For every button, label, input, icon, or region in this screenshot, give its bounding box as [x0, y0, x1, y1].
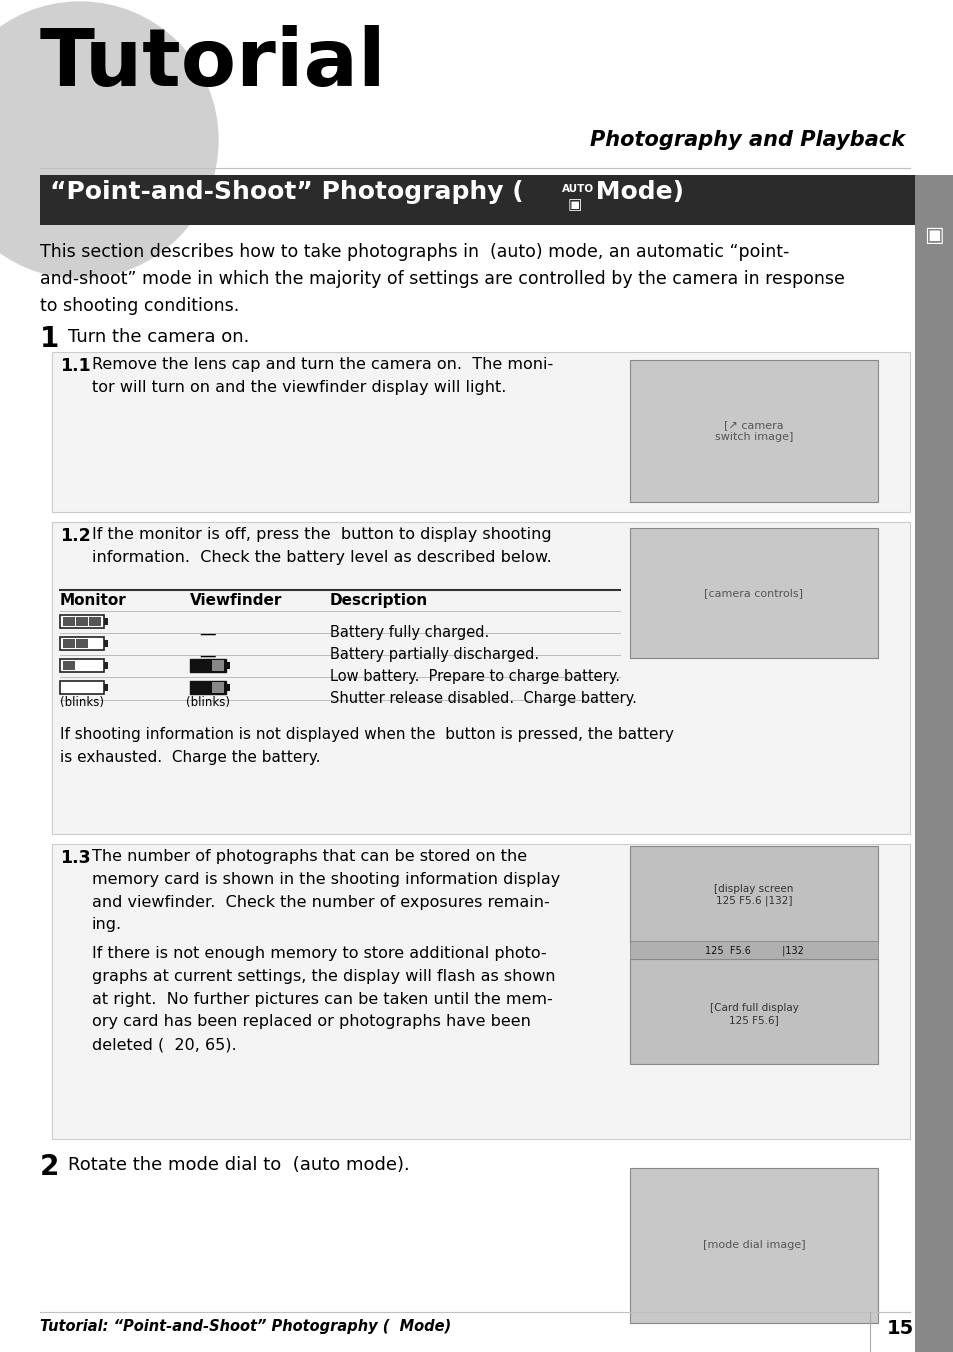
Text: “Point-and-Shoot” Photography (: “Point-and-Shoot” Photography (: [50, 180, 523, 204]
Text: 1.3: 1.3: [60, 849, 91, 867]
Bar: [914, 174, 953, 1352]
Text: Tutorial: “Point-and-Shoot” Photography (  Mode): Tutorial: “Point-and-Shoot” Photography …: [40, 1320, 451, 1334]
Text: Turn the camera on.: Turn the camera on.: [68, 329, 249, 346]
Text: 1.1: 1.1: [60, 357, 91, 375]
Text: 15: 15: [885, 1320, 913, 1338]
Bar: [629, 941, 877, 959]
Text: —: —: [199, 648, 216, 665]
Text: [display screen
125 F5.6 |132]: [display screen 125 F5.6 |132]: [714, 884, 793, 906]
Text: 125  F5.6          |132: 125 F5.6 |132: [704, 946, 802, 956]
Text: [Card full display
125 F5.6]: [Card full display 125 F5.6]: [709, 1003, 798, 1025]
Text: 1: 1: [40, 324, 59, 353]
Bar: [190, 681, 226, 694]
Bar: [190, 658, 226, 672]
Text: Mode): Mode): [586, 180, 683, 204]
Text: Low battery.  Prepare to charge battery.: Low battery. Prepare to charge battery.: [330, 669, 619, 684]
Bar: [52, 844, 909, 1138]
Text: If the monitor is off, press the  button to display shooting
information.  Check: If the monitor is off, press the button …: [91, 527, 551, 565]
Text: This section describes how to take photographs in  (auto) mode, an automatic “po: This section describes how to take photo…: [40, 243, 844, 315]
Text: ▣: ▣: [923, 224, 943, 245]
Text: Tutorial: Tutorial: [40, 24, 386, 103]
Bar: [60, 658, 104, 672]
Text: ▣: ▣: [567, 197, 581, 212]
Bar: [212, 660, 224, 671]
Bar: [89, 617, 101, 626]
Text: —: —: [199, 625, 216, 644]
Bar: [226, 662, 230, 669]
Bar: [104, 684, 108, 691]
Bar: [104, 639, 108, 648]
Bar: [212, 681, 224, 694]
Circle shape: [0, 1, 218, 279]
Bar: [104, 618, 108, 625]
Text: Viewfinder: Viewfinder: [190, 594, 282, 608]
Bar: [63, 617, 75, 626]
Bar: [76, 639, 88, 648]
Text: (blinks): (blinks): [186, 696, 230, 708]
Text: Shutter release disabled.  Charge battery.: Shutter release disabled. Charge battery…: [330, 691, 637, 706]
Text: Rotate the mode dial to  (auto mode).: Rotate the mode dial to (auto mode).: [68, 1156, 410, 1174]
Bar: [63, 639, 75, 648]
Text: The number of photographs that can be stored on the
memory card is shown in the : The number of photographs that can be st…: [91, 849, 559, 933]
Text: 1.2: 1.2: [60, 527, 91, 545]
Text: Battery partially discharged.: Battery partially discharged.: [330, 648, 538, 662]
Text: Monitor: Monitor: [60, 594, 127, 608]
Text: AUTO: AUTO: [561, 184, 594, 193]
Text: If there is not enough memory to store additional photo-
graphs at current setti: If there is not enough memory to store a…: [91, 946, 555, 1052]
Bar: [104, 662, 108, 669]
Text: [camera controls]: [camera controls]: [703, 588, 802, 598]
Bar: [40, 174, 914, 224]
Bar: [52, 352, 909, 512]
Bar: [629, 1168, 877, 1324]
Text: Battery fully charged.: Battery fully charged.: [330, 625, 489, 639]
Text: Description: Description: [330, 594, 428, 608]
Bar: [52, 522, 909, 834]
Text: Remove the lens cap and turn the camera on.  The moni-
tor will turn on and the : Remove the lens cap and turn the camera …: [91, 357, 553, 395]
Text: Photography and Playback: Photography and Playback: [589, 130, 904, 150]
Bar: [63, 661, 75, 671]
Text: [↗ camera
switch image]: [↗ camera switch image]: [714, 420, 792, 442]
Bar: [629, 959, 877, 1064]
Bar: [226, 684, 230, 691]
Text: [mode dial image]: [mode dial image]: [702, 1240, 804, 1251]
Bar: [60, 615, 104, 627]
Text: If shooting information is not displayed when the  button is pressed, the batter: If shooting information is not displayed…: [60, 727, 673, 765]
Text: 2: 2: [40, 1153, 59, 1182]
Bar: [629, 529, 877, 658]
Bar: [60, 681, 104, 694]
Bar: [76, 617, 88, 626]
Bar: [629, 846, 877, 944]
Bar: [629, 360, 877, 502]
Text: (blinks): (blinks): [60, 696, 104, 708]
Bar: [60, 637, 104, 650]
